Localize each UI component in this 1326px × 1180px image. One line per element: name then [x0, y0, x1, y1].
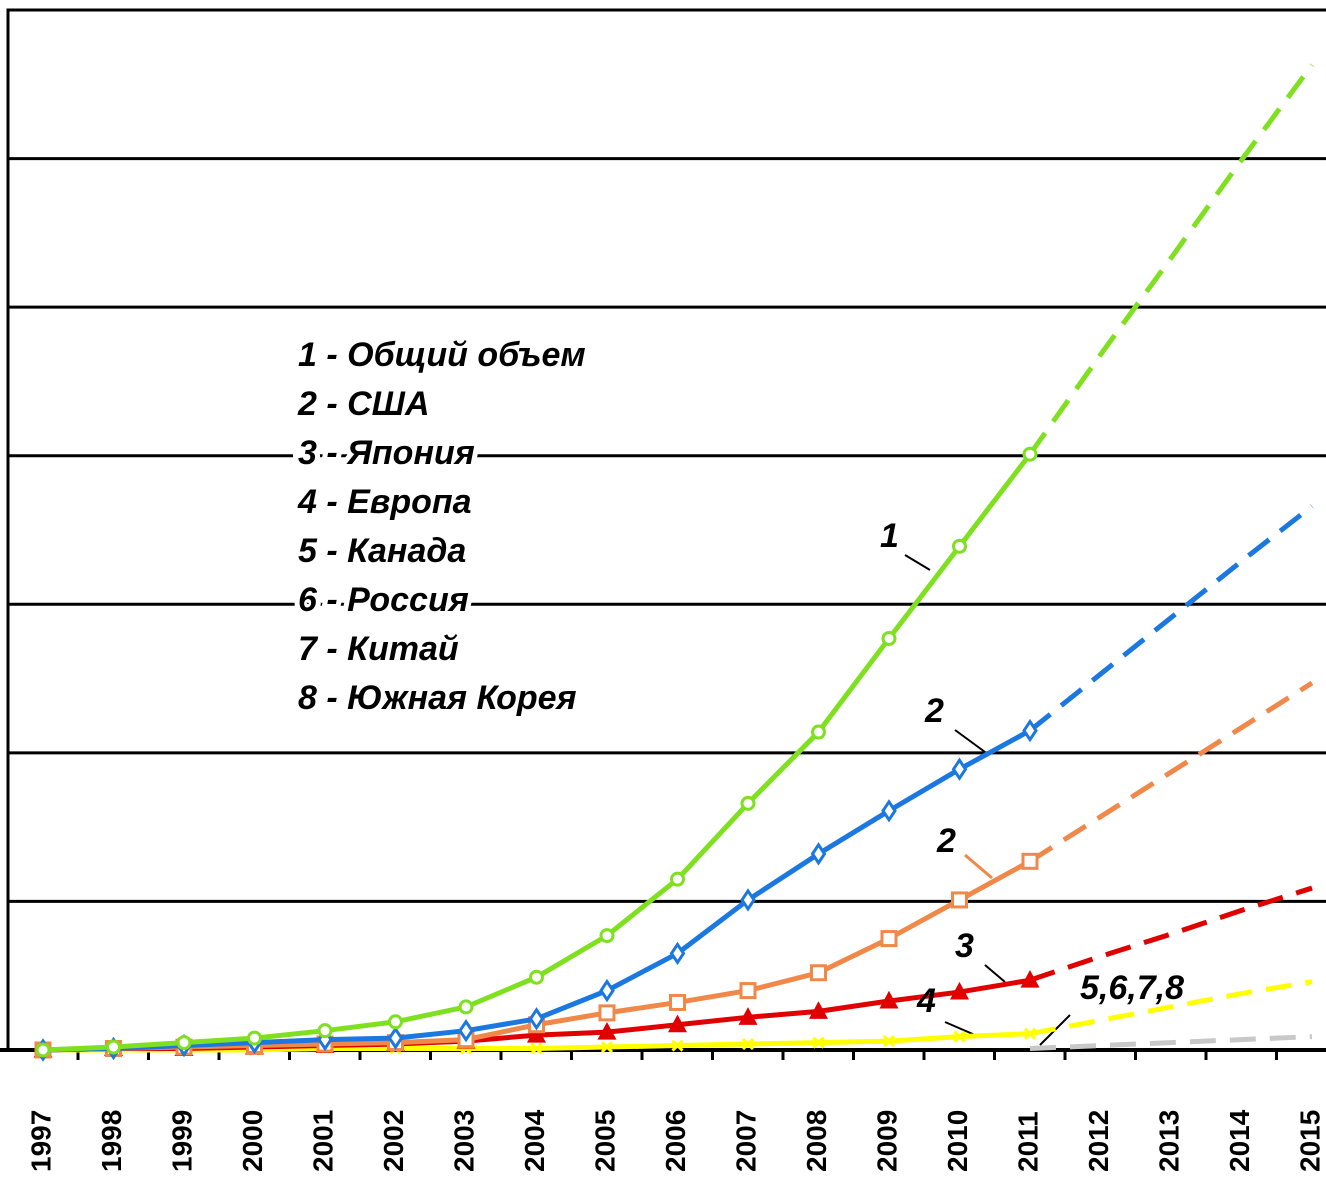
- point: [1020, 970, 1040, 988]
- legend-entry: 4 - Европа: [297, 483, 472, 521]
- annotation: 2: [924, 692, 944, 730]
- point: [106, 1039, 121, 1055]
- point: [1022, 718, 1038, 743]
- forecast-line: [1029, 885, 1313, 983]
- point: [880, 930, 898, 948]
- legend-entry: 8 - Южная Корея: [298, 679, 577, 717]
- point: [526, 1024, 547, 1043]
- point: [667, 1014, 688, 1033]
- point: [810, 964, 827, 982]
- annotation: 2: [936, 822, 956, 860]
- point: [669, 941, 686, 966]
- forecast-line: [1028, 680, 1314, 864]
- legend-entry: 2 - США: [297, 385, 430, 423]
- legend-entry: 6 - Россия: [298, 581, 469, 619]
- x-tick-label: 2004: [519, 1109, 550, 1172]
- point: [953, 1030, 966, 1043]
- point: [599, 928, 615, 944]
- forecast-line: [1029, 979, 1313, 1037]
- legend-entry: 7 - Китай: [298, 630, 459, 668]
- point: [882, 1035, 896, 1048]
- point: [808, 1001, 829, 1019]
- x-tick-label: 2002: [378, 1110, 409, 1172]
- point: [739, 982, 757, 1000]
- x-tick-label: 2008: [801, 1110, 832, 1172]
- plot-frame: [6, 8, 1326, 1052]
- point: [528, 1007, 545, 1031]
- x-tick-label: 2001: [307, 1110, 338, 1172]
- x-tick-label: 2011: [1012, 1111, 1043, 1172]
- point: [598, 1004, 616, 1022]
- annotation: 3: [955, 927, 974, 965]
- point: [1022, 446, 1038, 462]
- point: [247, 1030, 262, 1046]
- forecast-line: [1027, 63, 1315, 456]
- point: [529, 969, 544, 985]
- x-tick-label: 1997: [25, 1110, 56, 1172]
- point: [952, 538, 967, 554]
- point: [951, 757, 968, 781]
- point: [1021, 852, 1039, 870]
- point: [741, 1037, 755, 1051]
- point: [810, 842, 827, 866]
- point: [881, 630, 897, 646]
- annotation: 5,6,7,8: [1080, 969, 1184, 1007]
- point: [949, 981, 970, 1000]
- leaders: [904, 554, 1071, 1046]
- x-tick-label: 2009: [871, 1110, 902, 1172]
- legend-entry: 5 - Канада: [298, 532, 466, 570]
- x-tick-label: 2015: [1294, 1110, 1325, 1172]
- x-tick-label: 2014: [1224, 1109, 1255, 1172]
- x-tick-label: 2010: [942, 1110, 973, 1172]
- forecast-line: [1029, 1034, 1313, 1052]
- point: [35, 1042, 51, 1058]
- forecast-line: [1028, 504, 1314, 733]
- x-tick-label: 2000: [237, 1110, 268, 1172]
- point: [599, 978, 615, 1003]
- point: [458, 1018, 474, 1043]
- x-tick-label: 2006: [660, 1110, 691, 1172]
- point: [597, 1022, 617, 1040]
- point: [881, 799, 897, 823]
- point: [458, 999, 474, 1015]
- point: [317, 1023, 333, 1039]
- legend-entry: 1 - Общий объем: [298, 336, 586, 374]
- point: [670, 871, 685, 887]
- point: [388, 1014, 403, 1030]
- point: [669, 993, 686, 1011]
- point: [812, 1036, 825, 1049]
- point: [1023, 1027, 1037, 1040]
- annotation: 4: [916, 982, 936, 1020]
- x-tick-label: 2005: [589, 1110, 620, 1172]
- point: [600, 1040, 614, 1054]
- point: [740, 795, 756, 811]
- point: [671, 1039, 684, 1052]
- point: [951, 891, 968, 909]
- annotation: 1: [880, 517, 899, 555]
- point: [387, 1026, 404, 1050]
- point: [530, 1042, 543, 1055]
- x-tick-label: 1999: [166, 1110, 197, 1172]
- x-tick-label: 2013: [1153, 1110, 1184, 1172]
- point: [740, 888, 756, 912]
- x-tick-label: 2007: [730, 1110, 761, 1172]
- point: [811, 724, 826, 740]
- x-tick-label: 2003: [448, 1110, 479, 1172]
- point: [879, 990, 899, 1009]
- point: [176, 1035, 192, 1051]
- point: [738, 1007, 758, 1025]
- legend-entry: 3 - Япония: [298, 434, 475, 472]
- x-tick-label: 2012: [1083, 1110, 1114, 1172]
- x-tick-label: 1998: [96, 1110, 127, 1172]
